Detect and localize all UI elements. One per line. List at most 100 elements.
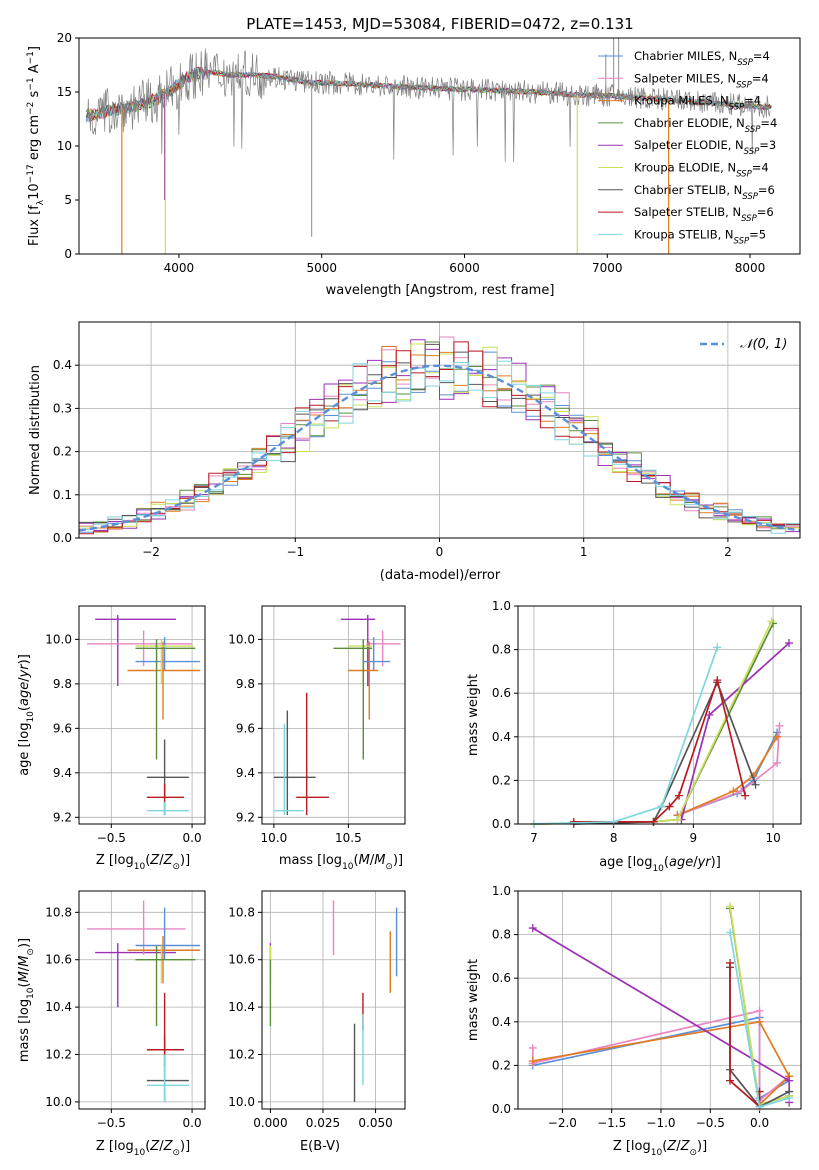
legend-sub: SSP (736, 80, 752, 90)
x-tick-label: 0.000 (253, 1116, 287, 1130)
x-tick-label: 0.025 (306, 1116, 340, 1130)
weight-marker (713, 676, 722, 685)
legend-count: =4 (744, 94, 761, 108)
weight-marker (726, 928, 735, 937)
spectrum-ylabel: Flux [fλ10−17 erg cm−2 s−1 A−1] (26, 46, 46, 246)
weight-marker (729, 787, 738, 796)
y-tick-label: 15 (57, 85, 72, 99)
legend-sub: SSP (744, 147, 760, 157)
ebv-mass-panel: 0.000 0.025 0.050 10.0 10.2 10.4 10.6 10.8 (228, 890, 406, 1130)
x-tick-label: 10.5 (335, 831, 362, 845)
x-tick-label: 0.050 (358, 1116, 392, 1130)
weight-marker (726, 958, 735, 967)
y-tick-label: 0.1 (53, 488, 72, 502)
panel-frame (78, 605, 206, 825)
legend-count: =6 (758, 183, 775, 197)
mass-age-panel: 10.0 10.5 9.2 9.4 9.6 9.8 10.0 (228, 605, 406, 845)
y-tick-label: 10.4 (228, 1000, 255, 1014)
weight-line (532, 1020, 791, 1106)
y-tick-label: 1.0 (492, 599, 511, 613)
weight-line (729, 962, 761, 1109)
weight-marker (528, 1057, 537, 1066)
x-tick-label: 4000 (164, 261, 195, 275)
y-tick-label: 9.6 (236, 721, 255, 735)
panel-frame (261, 890, 406, 1110)
y-tick-label: 1.0 (492, 884, 511, 898)
y-tick-label: 20 (57, 31, 72, 45)
weight-marker (785, 1076, 794, 1085)
x-tick-label: 6000 (449, 261, 480, 275)
y-tick-label: 10.0 (228, 1095, 255, 1109)
age-massweight-panel: 7 8 9 10 0.0 0.2 0.4 0.6 0.8 1.0 (492, 599, 802, 845)
weight-marker (785, 639, 794, 648)
normal-curve (79, 364, 800, 532)
weight-marker (705, 711, 714, 719)
weight-line (573, 677, 747, 823)
weight-marker (741, 791, 750, 800)
y-tick-label: 10.8 (228, 905, 255, 919)
panel-frame (78, 890, 206, 1110)
legend-count: =6 (757, 205, 774, 219)
legend-sub: SSP (736, 170, 752, 180)
x-tick-label: 0.0 (183, 831, 202, 845)
legend-count: =4 (760, 116, 777, 130)
weight-marker (755, 1006, 764, 1015)
residual-legend: 𝒩(0, 1) (700, 337, 787, 352)
panel-frame (261, 605, 406, 825)
ebv-mass-xlabel: E(B-V) (300, 1139, 340, 1154)
y-tick-label: 0.6 (492, 686, 511, 700)
y-tick-label: 10.0 (45, 632, 72, 646)
y-tick-label: 0.4 (53, 358, 72, 372)
residual-histogram (79, 360, 800, 534)
z-age-ylabel: age [log10(age/yr)] (17, 654, 36, 776)
legend-normal-label: 𝒩(0, 1) (740, 337, 787, 352)
y-tick-label: 0.0 (53, 531, 72, 545)
y-tick-label: 9.8 (236, 677, 255, 691)
z-mass-ylabel: mass [log10(M/M⊙)] (17, 938, 36, 1062)
legend-sub: SSP (729, 103, 745, 113)
weight-marker (751, 780, 760, 789)
y-tick-label: 0 (64, 247, 72, 261)
weight-marker (726, 902, 735, 911)
weight-line (533, 647, 719, 825)
y-tick-label: 10.2 (228, 1048, 255, 1062)
y-tick-label: 9.2 (53, 810, 72, 824)
y-tick-label: 0.8 (492, 643, 511, 657)
legend-count: =5 (749, 227, 766, 241)
y-tick-label: 0.6 (492, 971, 511, 985)
x-tick-label: −2 (142, 545, 160, 559)
spectrum-lines (85, 38, 772, 254)
x-tick-label: 0.0 (750, 1116, 769, 1130)
panel-frame (517, 890, 802, 1110)
x-tick-label: −1.0 (646, 1116, 675, 1130)
x-tick-label: 8000 (735, 261, 766, 275)
y-tick-label: 9.2 (236, 810, 255, 824)
x-tick-label: 10 (765, 831, 780, 845)
weight-line (677, 725, 781, 817)
weight-marker (767, 617, 776, 626)
z-age-panel: −0.5 0.0 9.2 9.4 9.6 9.8 10.0 (45, 605, 206, 845)
legend-sub: SSP (742, 192, 758, 202)
y-tick-label: 0.4 (492, 1015, 511, 1029)
y-tick-label: 10.4 (45, 1000, 72, 1014)
weight-marker (775, 721, 784, 730)
legend-sub: SSP (737, 58, 753, 68)
age-massweight-ylabel: mass weight (466, 674, 481, 756)
y-tick-label: 0.2 (492, 773, 511, 787)
weight-line (677, 736, 778, 817)
residual-xlabel: (data-model)/error (380, 568, 501, 583)
observed-spectrum (87, 48, 771, 163)
y-tick-label: 9.4 (53, 766, 72, 780)
legend-count: =4 (753, 49, 770, 63)
spectrum-xlabel: wavelength [Angstrom, rest frame] (326, 283, 555, 298)
x-tick-label: −0.5 (97, 1116, 126, 1130)
x-tick-label: 10.0 (261, 831, 288, 845)
z-massweight-panel: −2.0 −1.5 −1.0 −0.5 0.0 0.0 0.2 0.4 0.6 0.8 1.0 (492, 884, 802, 1130)
weight-marker (675, 791, 684, 800)
x-tick-label: 0.0 (183, 1116, 202, 1130)
y-tick-label: 0.4 (492, 730, 511, 744)
x-tick-label: 2 (724, 545, 732, 559)
weight-marker (726, 1076, 735, 1085)
x-tick-label: 8 (610, 831, 618, 845)
